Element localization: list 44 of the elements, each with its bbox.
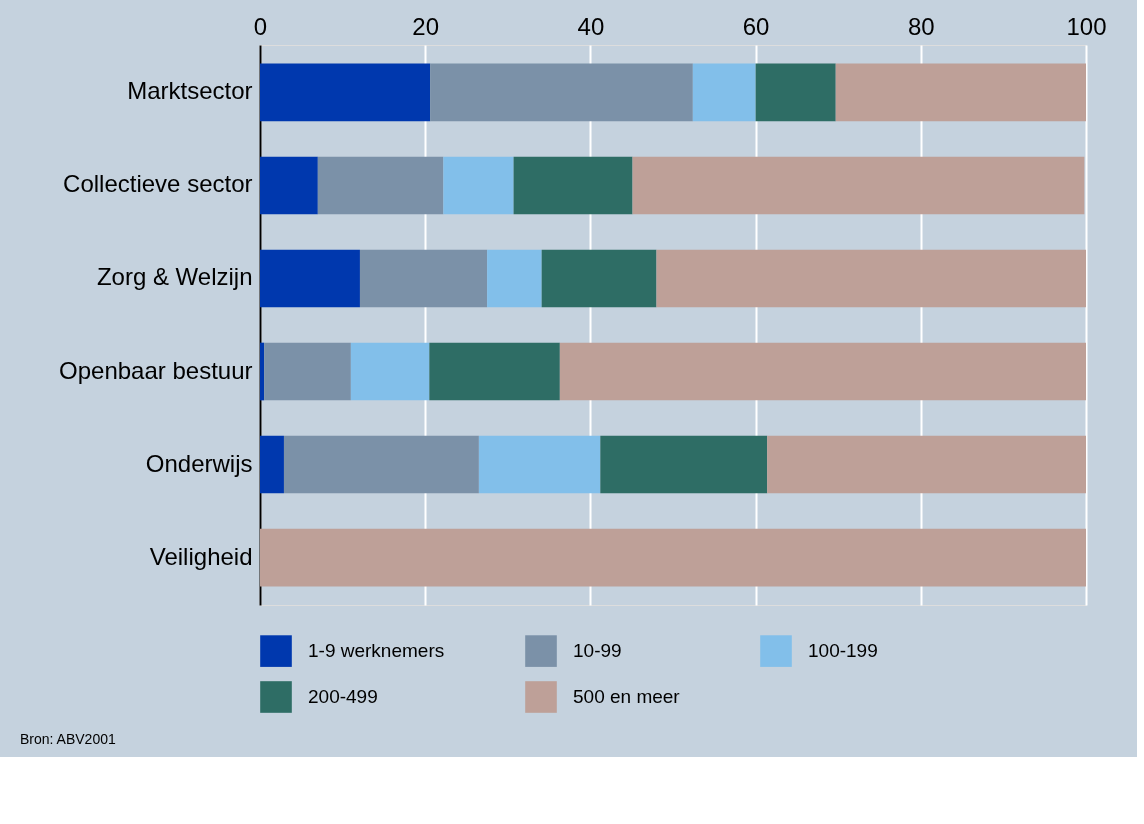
bar — [656, 249, 1086, 308]
bar — [350, 342, 430, 401]
bar — [443, 156, 514, 215]
bar — [600, 435, 768, 494]
bar — [260, 528, 1086, 587]
x-tick-label: 80 — [907, 12, 935, 40]
legend-label: 200-499 — [308, 686, 378, 707]
bar — [478, 435, 601, 494]
bar — [835, 63, 1086, 122]
bar — [755, 63, 836, 122]
x-tick-label: 0 — [253, 12, 268, 40]
legend-label: 500 en meer — [573, 686, 681, 707]
y-tick-label: Collectieve sector — [63, 170, 253, 198]
x-tick-label: 60 — [742, 12, 770, 40]
y-tick-label: Marktsector — [127, 77, 253, 105]
legend-label: 1-9 werknemers — [308, 640, 445, 662]
y-tick-label: Zorg & Welzijn — [96, 263, 253, 291]
bar — [260, 435, 284, 494]
y-tick-label: Veiligheid — [149, 542, 253, 570]
bar — [260, 156, 318, 215]
bar — [430, 63, 693, 122]
text: Bron: ABV2001 — [20, 731, 116, 747]
bar — [429, 342, 560, 401]
bar — [260, 249, 360, 308]
bar — [260, 342, 265, 401]
bar — [260, 63, 431, 122]
bar — [264, 342, 351, 401]
bar — [283, 435, 479, 494]
bar — [359, 249, 488, 308]
bar — [559, 342, 1086, 401]
y-tick-label: Openbaar bestuur — [59, 356, 253, 384]
x-tick-label: 40 — [577, 12, 605, 40]
legend-label: 10-99 — [573, 640, 622, 662]
x-tick-label: 20 — [412, 12, 440, 40]
bar — [487, 249, 542, 308]
y-tick-label: Onderwijs — [145, 449, 253, 477]
bar — [692, 63, 756, 122]
bar — [317, 156, 444, 215]
bar — [767, 435, 1086, 494]
legend-label: 100-199 — [808, 640, 878, 662]
x-tick-label: 100 — [1066, 12, 1107, 40]
bar — [513, 156, 633, 215]
bar — [632, 156, 1085, 215]
bar — [541, 249, 657, 308]
